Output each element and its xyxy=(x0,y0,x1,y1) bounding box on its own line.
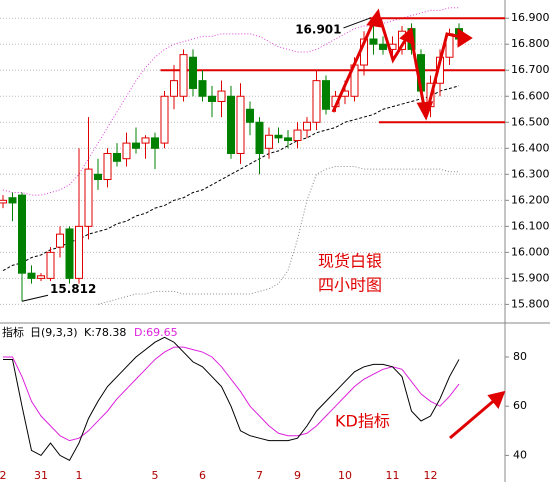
y-tick-label: 40 xyxy=(513,448,527,461)
candle-body xyxy=(198,80,207,97)
x-tick-label: 12 xyxy=(424,469,438,482)
indicator-params: 日(9,3,3) xyxy=(30,326,78,339)
d-label: D:69.65 xyxy=(134,326,178,339)
candle-body xyxy=(379,43,387,50)
candle-body xyxy=(274,134,283,139)
candle-body xyxy=(236,95,245,154)
candle-body xyxy=(284,137,292,141)
y-tick-label: 16.800 xyxy=(511,37,550,50)
candle-body xyxy=(303,121,311,131)
x-tick-label: 6 xyxy=(199,469,206,482)
candle-body xyxy=(56,233,64,248)
y-tick-label: 16.600 xyxy=(511,89,550,102)
title: 现货白银 xyxy=(318,252,382,271)
candle-body xyxy=(369,38,378,45)
candle-body xyxy=(0,199,7,204)
candle-body xyxy=(227,95,235,154)
candle-body xyxy=(132,142,140,149)
candle-body xyxy=(246,108,254,123)
trend-arrows xyxy=(331,8,506,440)
candle-body xyxy=(151,137,159,149)
candle-body xyxy=(322,80,330,110)
candle-body xyxy=(75,225,83,279)
x-tick-label: 31 xyxy=(34,469,48,482)
x-tick-label: 9 xyxy=(294,469,301,482)
candle-body xyxy=(122,142,131,160)
candle-body xyxy=(46,251,55,279)
candle-body xyxy=(103,152,112,181)
candle-body xyxy=(189,56,197,89)
y-tick-label: 15.900 xyxy=(511,271,550,284)
candle-body xyxy=(265,134,273,149)
candle-body xyxy=(179,54,188,97)
x-tick-label: 7 xyxy=(256,469,263,482)
arrow xyxy=(449,396,498,440)
candle-body xyxy=(293,129,302,141)
arrow-head xyxy=(487,390,506,409)
y-tick-label: 60 xyxy=(513,399,527,412)
subtitle: 四小时图 xyxy=(318,276,382,295)
y-tick-label: 16.500 xyxy=(511,115,550,128)
arrow-head xyxy=(457,28,473,48)
arrow xyxy=(331,15,378,113)
x-tick-label: 2 xyxy=(0,469,7,482)
d-line xyxy=(3,346,460,442)
y-tick-label: 16.700 xyxy=(511,63,550,76)
y-tick-label: 16.400 xyxy=(511,141,550,154)
x-tick-label: 11 xyxy=(386,469,400,482)
y-tick-label: 16.300 xyxy=(511,167,550,180)
indicator-note: KD指标 xyxy=(335,412,390,431)
candle-body xyxy=(312,80,321,123)
candle-body xyxy=(94,173,102,181)
candle-body xyxy=(217,90,226,102)
candle-body xyxy=(37,275,45,279)
k-line xyxy=(3,336,460,461)
band-line xyxy=(97,166,459,305)
candle-body xyxy=(65,228,74,279)
y-tick-label: 16.200 xyxy=(511,193,550,206)
candle-body xyxy=(255,121,264,154)
arrow xyxy=(378,17,411,64)
candle-body xyxy=(8,197,17,204)
candle-body xyxy=(160,95,169,144)
candle-body xyxy=(84,168,93,227)
y-tick-label: 16.000 xyxy=(511,245,550,258)
high-label: 16.901 xyxy=(295,22,341,36)
candle-body xyxy=(208,95,216,102)
candle-body xyxy=(18,194,26,274)
y-tick-label: 16.900 xyxy=(511,11,550,24)
y-tick-label: 15.800 xyxy=(511,297,550,310)
candle-body xyxy=(113,152,121,162)
candle-body xyxy=(27,272,36,279)
arrow xyxy=(409,35,427,113)
k-label: K:78.38 xyxy=(84,326,126,339)
y-tick-label: 16.100 xyxy=(511,219,550,232)
x-tick-label: 10 xyxy=(338,469,352,482)
candle-body xyxy=(170,80,178,97)
annotation-line xyxy=(343,17,371,29)
low-label: 15.812 xyxy=(50,282,96,296)
y-tick-label: 80 xyxy=(513,350,527,363)
indicator-label: 指标 xyxy=(2,325,24,339)
annotation-line xyxy=(21,294,49,302)
x-tick-label: 1 xyxy=(76,469,83,482)
candle-body xyxy=(141,137,150,144)
x-tick-label: 5 xyxy=(152,469,159,482)
